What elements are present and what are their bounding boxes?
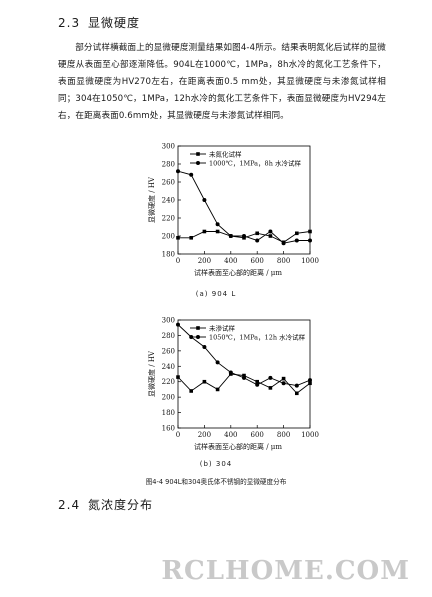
plot-frame	[177, 319, 311, 429]
data-point-circle	[215, 222, 220, 227]
x-tick-label: 0	[176, 257, 180, 265]
data-point-circle	[202, 345, 207, 349]
data-point-square	[176, 375, 180, 379]
data-point-circle	[281, 381, 286, 386]
data-point-circle	[268, 375, 273, 380]
section-title: 显微硬度	[88, 16, 141, 30]
y-tick-label: 180	[162, 409, 175, 417]
data-point-square	[255, 379, 259, 384]
data-point-square	[295, 391, 299, 396]
data-point-square	[189, 389, 193, 393]
data-point-circle	[294, 383, 299, 388]
y-tick-label: 260	[162, 179, 175, 187]
data-point-square	[281, 376, 286, 381]
data-point-square	[202, 379, 207, 384]
section-heading-2-3: 2.3 显微硬度	[58, 14, 140, 31]
y-axis-label: 显微硬度 / HV	[147, 176, 156, 223]
y-tick-label: 160	[162, 425, 175, 433]
y-tick-label: 280	[162, 332, 175, 340]
data-point-circle	[308, 238, 312, 243]
data-point-square	[242, 373, 246, 378]
data-point-circle	[308, 378, 312, 383]
section-number: 2.4	[58, 498, 81, 512]
section-heading-2-4: 2.4 氮浓度分布	[58, 496, 153, 513]
data-point-circle	[176, 322, 180, 327]
data-point-circle	[255, 382, 260, 387]
data-point-square	[308, 229, 312, 234]
x-tick-label: 200	[198, 257, 211, 265]
figure-caption: 图4-4 904L和304奥氏体不锈钢的显微硬度分布	[145, 478, 287, 486]
x-tick-label: 400	[224, 431, 237, 439]
legend-label: 未氮化试样	[209, 150, 242, 159]
y-tick-label: 200	[162, 233, 175, 241]
x-axis-label: 试样表面至心部的距离 / μm	[194, 442, 282, 451]
y-tick-label: 220	[162, 215, 175, 223]
data-point-circle	[242, 234, 246, 238]
chart-a-caption: (a) 904 L	[195, 290, 237, 298]
chart-b-caption: (b) 304	[199, 460, 233, 468]
data-point-circle	[228, 370, 233, 375]
y-tick-label: 220	[162, 378, 175, 386]
chart-b-304: 160 180 200 220 240 260 280 300 0 200 400 600 800 100…	[147, 317, 319, 452]
y-tick-label: 280	[162, 161, 175, 169]
y-tick-label: 260	[162, 347, 175, 355]
x-tick-label: 400	[224, 257, 237, 265]
data-point-square	[189, 236, 193, 240]
data-point-square	[176, 236, 180, 240]
data-point-circle	[255, 238, 260, 243]
legend-marker-square	[196, 152, 200, 156]
data-point-square	[295, 231, 299, 236]
data-point-circle	[176, 169, 180, 174]
body-paragraph: 部分试样横截面上的显微硬度测量结果如图4-4所示。结果表明氮化后试样的显微硬度从…	[58, 43, 386, 121]
x-tick-label: 1000	[301, 257, 319, 265]
data-point-circle	[228, 234, 233, 238]
section-number: 2.3	[58, 16, 81, 30]
legend-marker-circle	[196, 335, 200, 339]
data-point-square	[255, 231, 259, 236]
legend-marker-circle	[196, 161, 200, 165]
chart-a-904l: 180 200 220 240 260 280 300 0 200 400 600 800 1000 试样…	[147, 143, 319, 278]
y-tick-label: 300	[162, 143, 175, 151]
data-point-square	[202, 229, 207, 234]
y-tick-label: 300	[162, 317, 175, 325]
data-point-circle	[281, 241, 286, 246]
y-tick-label: 240	[162, 363, 175, 371]
data-point-circle	[242, 375, 246, 380]
x-tick-label: 600	[251, 257, 264, 265]
y-tick-label: 180	[162, 251, 175, 259]
legend-label: 未渗试样	[209, 324, 236, 333]
x-tick-label: 800	[277, 257, 290, 265]
data-point-circle	[189, 172, 194, 177]
legend-label: 1050℃，1MPa，12h 水冷试样	[209, 333, 306, 342]
x-tick-label: 800	[277, 431, 290, 439]
y-tick-label: 240	[162, 197, 175, 205]
x-tick-label: 1000	[301, 431, 319, 439]
data-point-circle	[294, 238, 299, 243]
watermark: RCLHOME.COM	[161, 556, 410, 586]
section-title: 氮浓度分布	[88, 498, 154, 512]
x-axis-label: 试样表面至心部的距离 / μm	[194, 268, 282, 277]
x-tick-label: 600	[251, 431, 264, 439]
data-point-square	[268, 234, 273, 238]
data-point-circle	[202, 198, 207, 202]
data-point-circle	[268, 229, 273, 234]
data-point-circle	[215, 360, 220, 365]
x-tick-label: 0	[176, 431, 180, 439]
legend-label: 1000℃，1MPa，8h 水冷试样	[209, 159, 301, 168]
legend-marker-square	[196, 326, 200, 330]
series-line-2	[177, 170, 310, 244]
y-tick-label: 200	[162, 394, 175, 402]
data-point-square	[308, 381, 312, 386]
data-point-square	[215, 229, 220, 234]
data-point-square	[215, 387, 220, 392]
y-axis-label: 显微硬度 / HV	[147, 350, 156, 397]
x-tick-label: 200	[198, 431, 211, 439]
data-point-square	[268, 386, 273, 390]
